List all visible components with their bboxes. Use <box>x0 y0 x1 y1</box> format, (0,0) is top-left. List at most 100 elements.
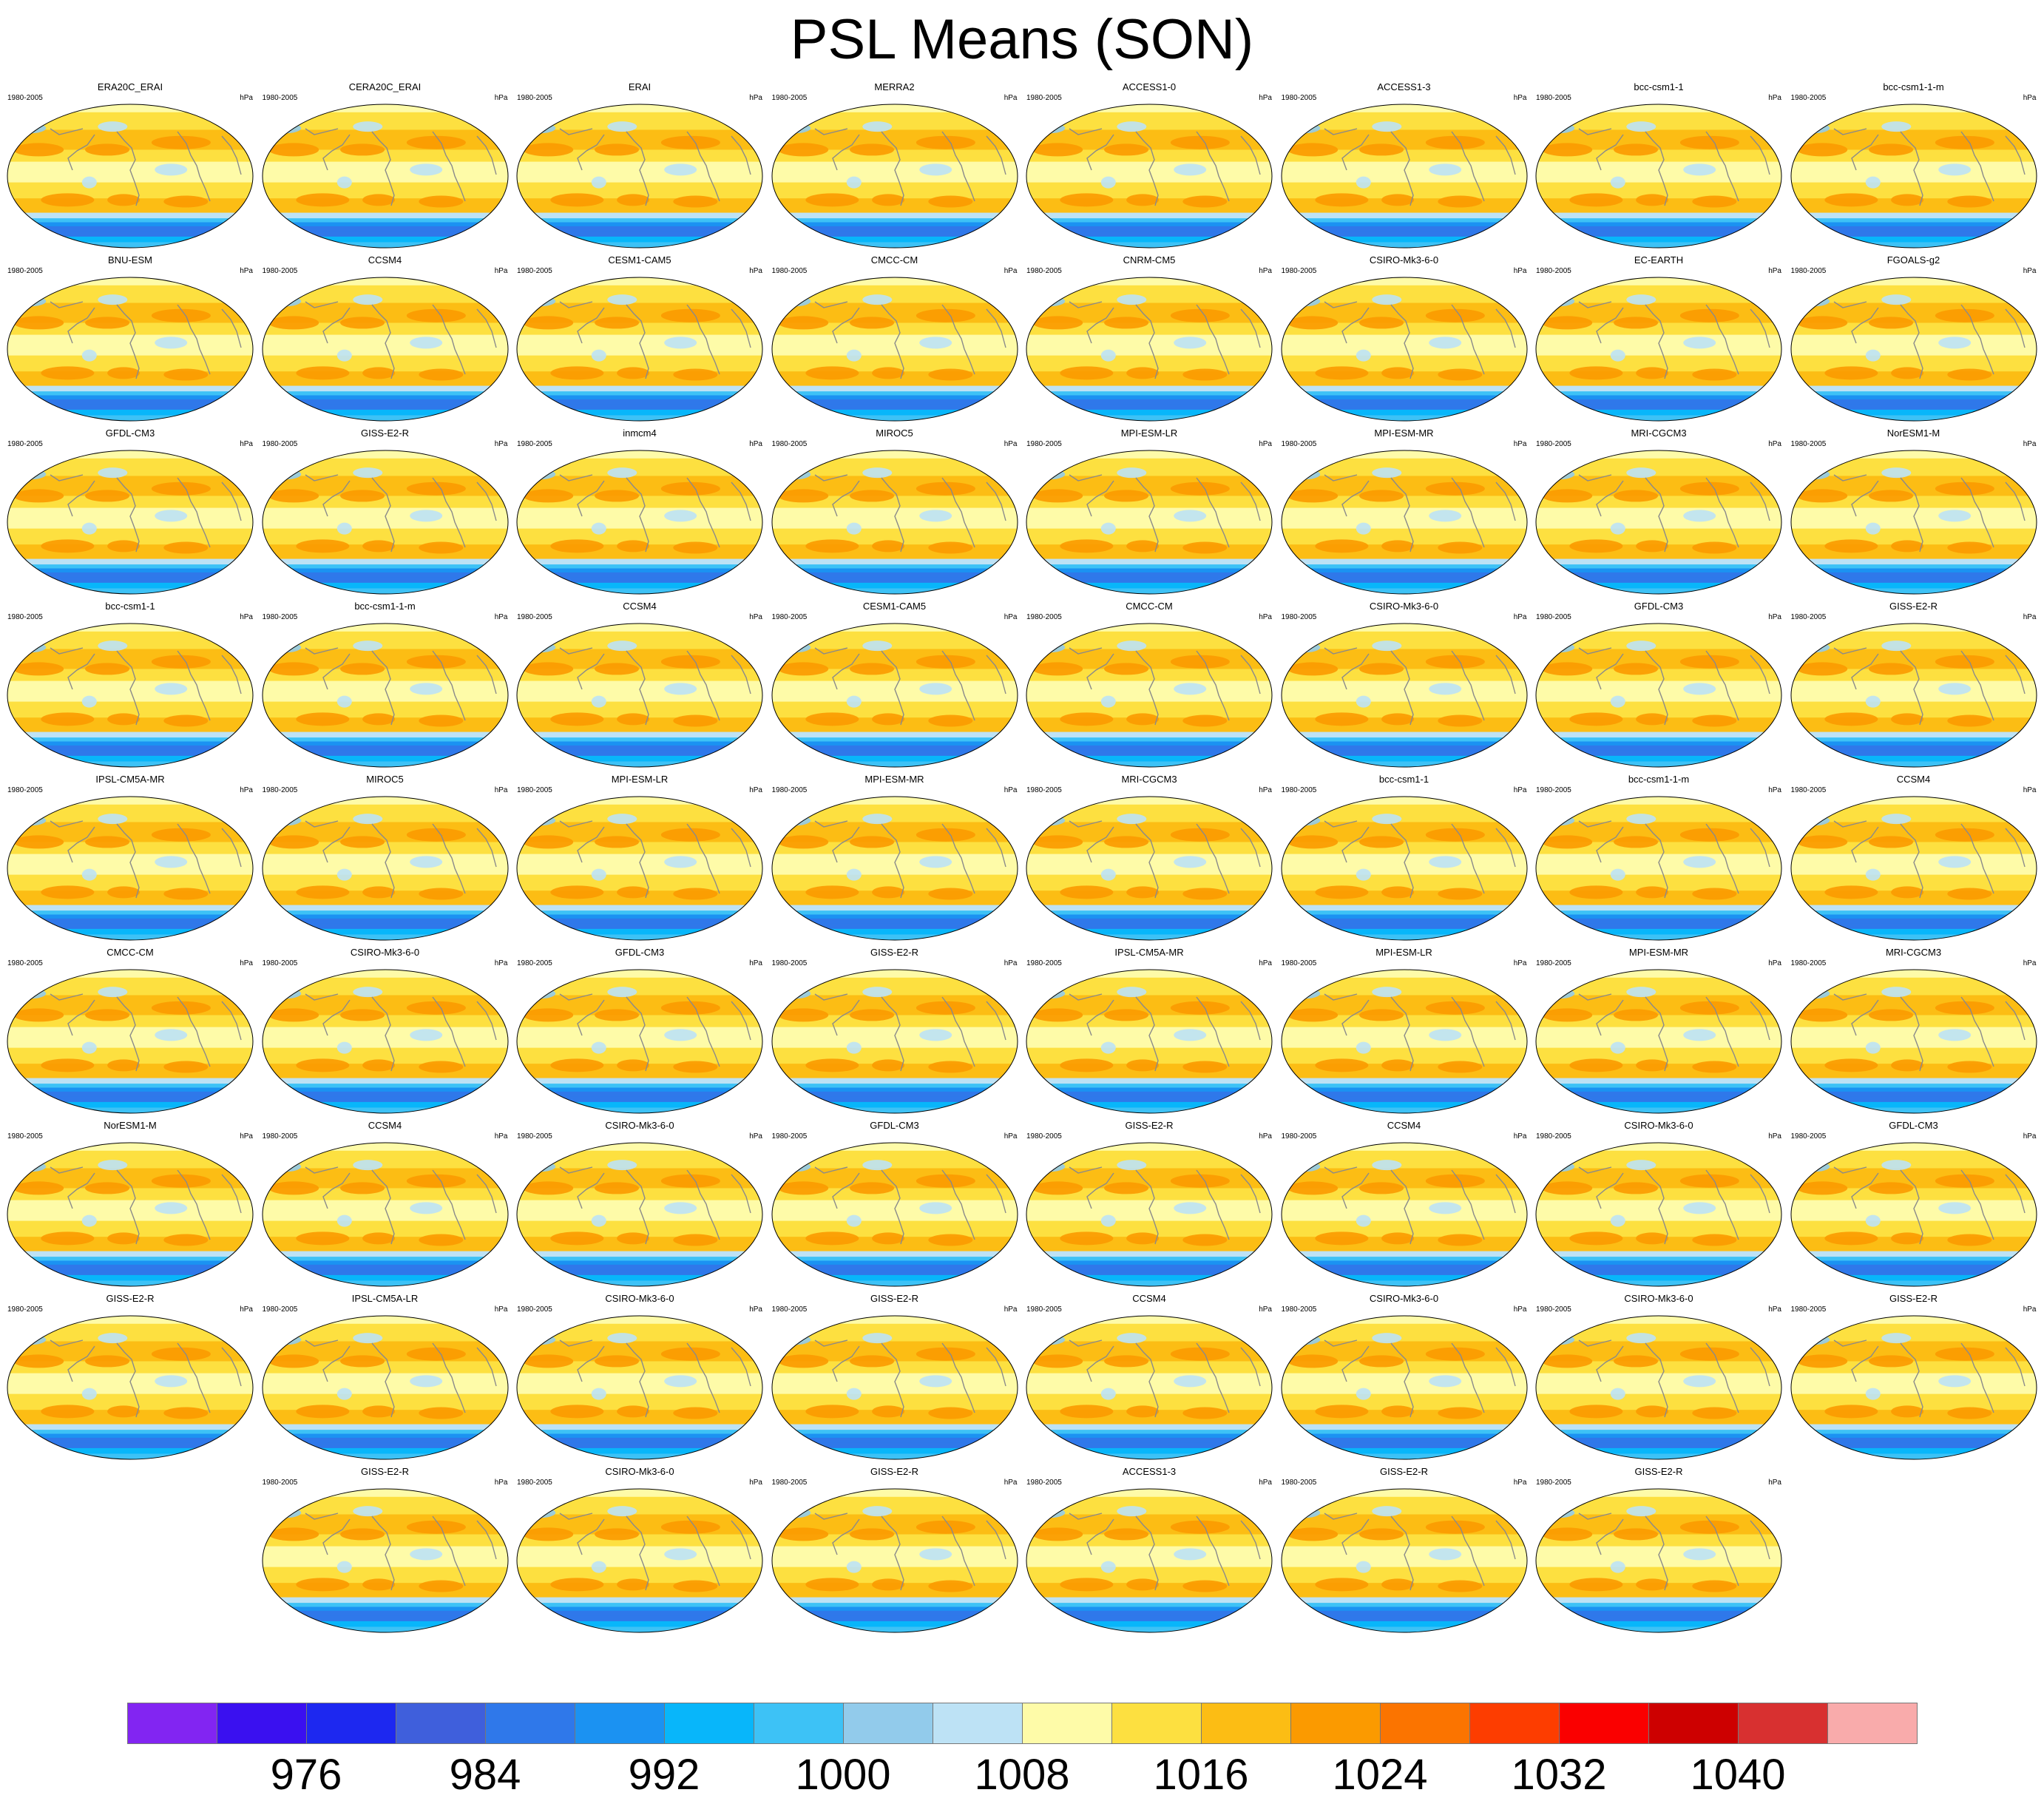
pressure-band <box>1281 1381 1527 1395</box>
coastline <box>626 996 649 1072</box>
pressure-band <box>262 1084 508 1089</box>
pressure-band <box>1281 624 1527 632</box>
pressure-cell <box>1626 467 1656 479</box>
pressure-band <box>1026 582 1272 589</box>
coastline <box>559 474 593 481</box>
pressure-cell <box>352 1506 382 1517</box>
map-panel: ACCESS1-3 1980-2005 hPa <box>1025 1466 1273 1636</box>
pressure-band <box>1790 391 2037 396</box>
panel-period-label: 1980-2005 <box>1026 94 1062 102</box>
pressure-band <box>771 1274 1018 1282</box>
pressure-band <box>1536 1621 1781 1628</box>
pressure-cell <box>362 540 395 553</box>
pressure-cell <box>1938 1202 1971 1214</box>
coastline <box>1495 481 1516 521</box>
coastline <box>1833 128 1867 135</box>
pressure-cell <box>13 469 47 480</box>
pressure-band <box>262 391 508 396</box>
pressure-cell <box>523 988 556 999</box>
pressure-band <box>262 1091 508 1097</box>
pressure-band <box>771 1168 1018 1180</box>
pressure-cell <box>805 1405 859 1419</box>
panel-title: GISS-E2-R <box>1889 601 1938 612</box>
pressure-band <box>517 342 762 357</box>
pressure-band <box>1026 1150 1272 1161</box>
pressure-band <box>1790 1244 2037 1252</box>
coastline <box>370 304 395 379</box>
pressure-band <box>1536 1168 1781 1180</box>
pressure-band <box>771 391 1018 396</box>
pressure-band <box>517 737 762 743</box>
pressure-cell <box>98 121 128 132</box>
pressure-band <box>7 212 253 219</box>
coastline <box>1495 1174 1516 1214</box>
pressure-cell <box>1824 539 1878 553</box>
pressure-band <box>771 701 1018 710</box>
pressure-band <box>771 582 1018 589</box>
coastline <box>1341 134 1370 171</box>
pressure-cell <box>1126 540 1160 553</box>
pressure-cell <box>339 1355 385 1368</box>
pressure-band <box>771 1437 1018 1443</box>
map-contour-field <box>516 796 763 941</box>
panel-units-label: hPa <box>1004 1479 1018 1487</box>
pressure-band <box>1790 741 2037 746</box>
pressure-band <box>1281 572 1527 578</box>
pressure-band <box>771 1264 1018 1270</box>
pressure-band <box>1281 399 1527 405</box>
map-outline <box>262 969 508 1114</box>
map-panel: CCSM4 1980-2005 hPa <box>515 601 764 771</box>
coastline <box>476 481 497 521</box>
pressure-band <box>7 701 253 710</box>
pressure-band <box>1536 1442 1781 1449</box>
pressure-band <box>771 1101 1018 1109</box>
pressure-cell <box>1614 663 1659 675</box>
pressure-cell <box>352 467 382 479</box>
coastline <box>626 131 649 206</box>
pressure-band <box>262 1442 508 1449</box>
colorbar-tick-label: 1000 <box>795 1751 891 1799</box>
pressure-band <box>262 385 508 392</box>
pressure-band <box>262 342 508 357</box>
pressure-cell <box>1428 1029 1461 1041</box>
pressure-band <box>771 1506 1018 1516</box>
pressure-band <box>1790 755 2037 763</box>
pressure-cell <box>849 1182 894 1195</box>
map-panel: CSIRO-Mk3-6-0 1980-2005 hPa <box>515 1120 764 1290</box>
pressure-cell <box>1542 316 1593 330</box>
pressure-band <box>517 862 762 876</box>
pressure-band <box>1281 814 1527 823</box>
pressure-band <box>1026 1087 1272 1092</box>
pressure-band <box>1281 1071 1527 1079</box>
coastline <box>177 1342 211 1413</box>
coastline <box>1645 1169 1668 1245</box>
map-contour-field <box>1026 969 1273 1114</box>
pressure-band <box>1281 476 1527 487</box>
pressure-cell <box>1060 1578 1114 1592</box>
pressure-band <box>1790 1078 2037 1084</box>
pressure-cell <box>1865 868 1881 881</box>
coastline <box>1705 1342 1739 1413</box>
pressure-cell <box>1314 1405 1368 1419</box>
panel-title: NorESM1-M <box>1886 428 1940 439</box>
pressure-band <box>1026 923 1272 930</box>
pressure-band <box>1026 1071 1272 1079</box>
pressure-band <box>1026 1606 1272 1612</box>
pressure-band <box>1536 385 1781 392</box>
pressure-band <box>1281 1096 1527 1103</box>
pressure-band <box>1536 737 1781 743</box>
pressure-cell <box>1126 713 1160 726</box>
pressure-band <box>1026 395 1272 400</box>
coastline <box>1645 823 1668 899</box>
pressure-band <box>1790 1264 2037 1270</box>
pressure-cell <box>268 1008 319 1022</box>
pressure-cell <box>1636 540 1669 553</box>
pressure-cell <box>1100 868 1116 881</box>
pressure-cell <box>1371 121 1401 132</box>
pressure-band <box>1281 379 1527 387</box>
panel-period-label: 1980-2005 <box>771 786 808 794</box>
panel-period-label: 1980-2005 <box>1790 786 1827 794</box>
pressure-band <box>1790 977 2037 988</box>
pressure-cell <box>1032 815 1066 826</box>
pressure-cell <box>916 308 975 322</box>
